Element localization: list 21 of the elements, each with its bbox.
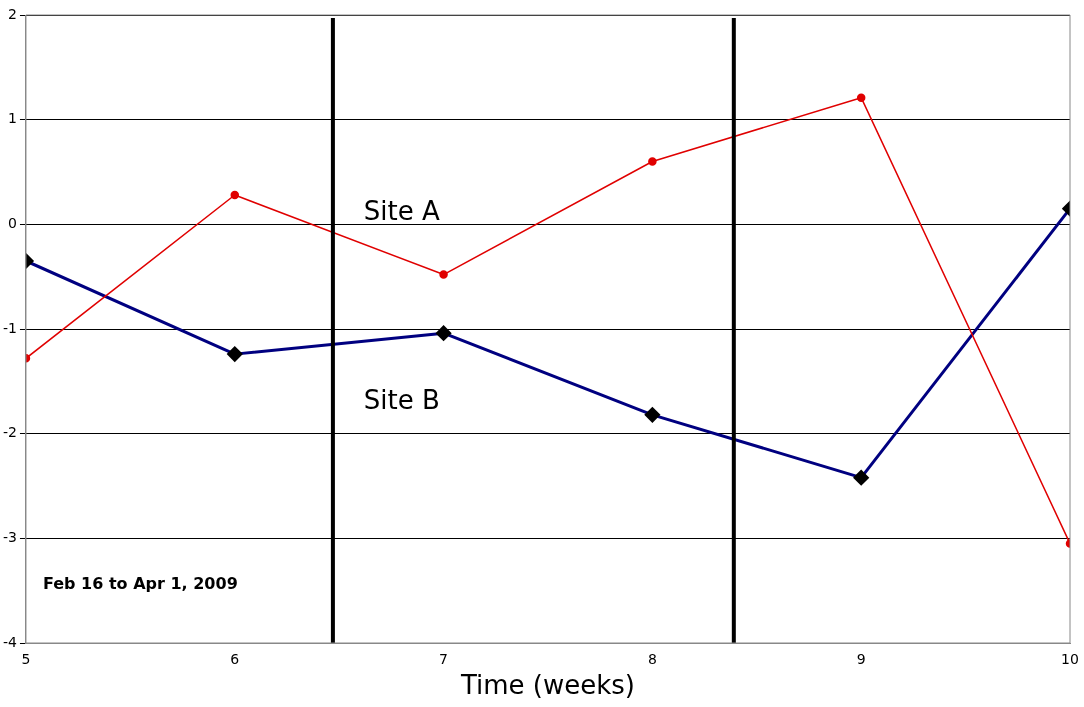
point [856,93,866,102]
series-label: Site B [363,385,440,416]
x-tick-label: 7 [439,651,449,668]
y-tick-label: -2 [2,424,17,441]
y-tick-label: 1 [8,110,17,127]
y-tick-label: -1 [2,319,17,336]
y-tick-label: -3 [2,528,17,545]
x-tick-label: 8 [647,651,657,668]
x-axis-title: Time (weeks) [459,670,635,701]
x-tick-label: 9 [856,651,866,668]
y-tick-label: 2 [8,5,17,22]
point [230,190,240,200]
x-tick-label: 10 [1061,651,1079,668]
x-tick-label: 5 [21,651,31,668]
y-tick-label: -4 [2,633,18,650]
point [439,270,448,279]
y-tick-label: 0 [8,214,17,231]
x-tick-label: 6 [230,651,240,668]
annotation: Feb 16 to Apr 1, 2009 [42,574,238,594]
point [648,157,657,166]
series-label: Site A [363,196,441,227]
